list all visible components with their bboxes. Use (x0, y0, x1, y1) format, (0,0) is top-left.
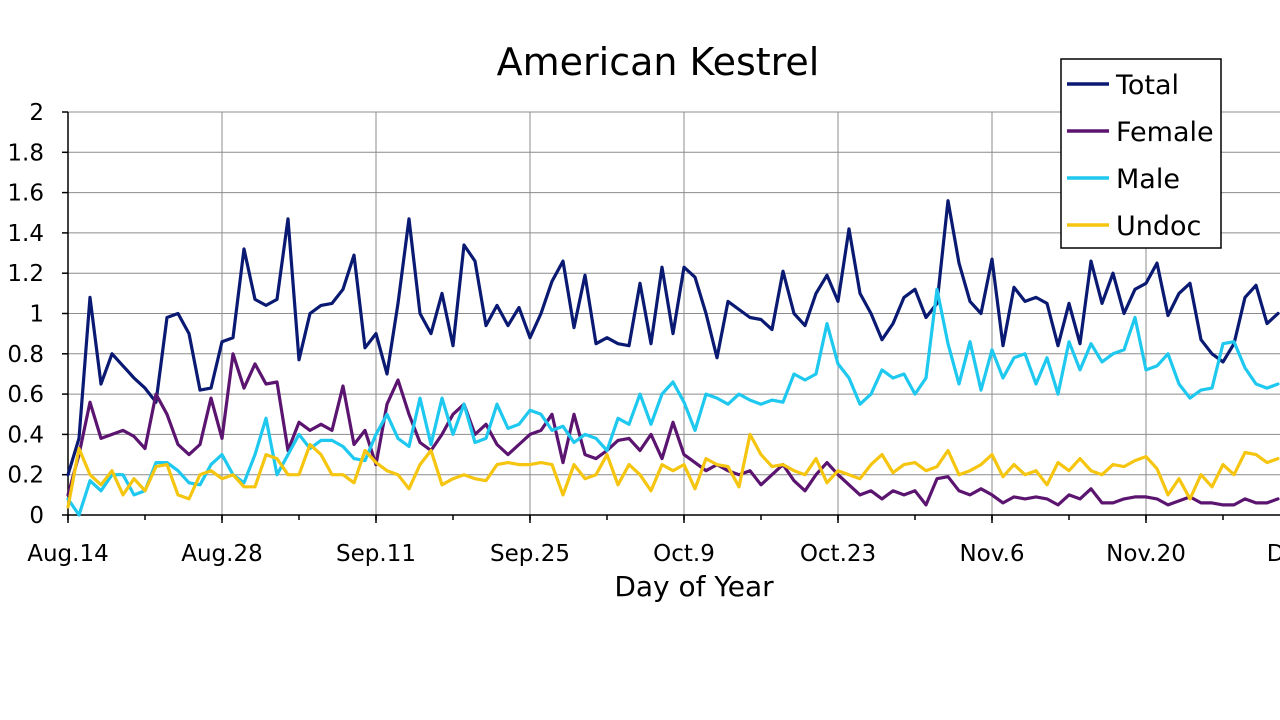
x-tick-label: Nov.20 (1106, 541, 1186, 567)
series-line-undoc (66, 432, 1280, 509)
y-tick-label: 0.8 (7, 342, 44, 368)
y-tick-label: 0 (29, 503, 44, 529)
chart-title: American Kestrel (497, 40, 820, 84)
x-tick-label: Aug.14 (27, 541, 109, 567)
grid (68, 111, 1280, 515)
axes: 0 0.2 0.4 0.6 0.8 1 1.2 1.4 1.6 1.8 2 Aug.14 Aug.28 S… (7, 100, 1280, 567)
legend-label-undoc: Undoc (1116, 211, 1201, 242)
x-tick-label: Sep.25 (490, 541, 570, 567)
x-tick-label: Oct.9 (653, 541, 715, 567)
x-tick-label: Oct.23 (800, 541, 876, 567)
series-line-total (66, 199, 1280, 477)
legend: Total Female Male Undoc (1060, 58, 1222, 249)
y-tick-label: 1 (29, 302, 44, 328)
series-line-male (66, 287, 1280, 517)
legend-label-male: Male (1116, 164, 1180, 195)
x-axis-title: Day of Year (614, 570, 774, 603)
x-tick-label: Nov.6 (959, 541, 1024, 567)
x-tick-label: Dec.4 (1267, 541, 1280, 567)
y-tick-label: 1.8 (7, 140, 44, 166)
y-tick-label: 0.2 (7, 463, 44, 489)
series-lines (66, 199, 1280, 517)
series-line-female (66, 352, 1280, 507)
legend-label-female: Female (1116, 117, 1214, 148)
x-tick-label: Aug.28 (181, 541, 263, 567)
y-tick-label: 1.2 (7, 261, 44, 287)
legend-label-total: Total (1115, 70, 1179, 101)
y-tick-label: 0.4 (7, 422, 44, 448)
y-tick-label: 0.6 (7, 382, 44, 408)
y-tick-label: 1.6 (7, 181, 44, 207)
y-tick-label: 2 (29, 100, 44, 126)
legend-box (1060, 58, 1222, 249)
y-tick-label: 1.4 (7, 221, 44, 247)
x-tick-label: Sep.11 (336, 541, 416, 567)
